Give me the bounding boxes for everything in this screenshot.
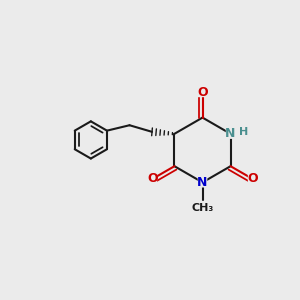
Text: O: O	[147, 172, 158, 185]
FancyBboxPatch shape	[198, 177, 207, 188]
Text: H: H	[239, 127, 248, 137]
FancyBboxPatch shape	[226, 129, 236, 139]
Text: N: N	[197, 176, 208, 189]
Text: N: N	[225, 127, 236, 140]
FancyBboxPatch shape	[248, 174, 257, 184]
Text: O: O	[247, 172, 258, 185]
FancyBboxPatch shape	[198, 87, 207, 97]
Text: O: O	[197, 85, 208, 99]
FancyBboxPatch shape	[148, 174, 157, 184]
Text: CH₃: CH₃	[191, 203, 214, 213]
